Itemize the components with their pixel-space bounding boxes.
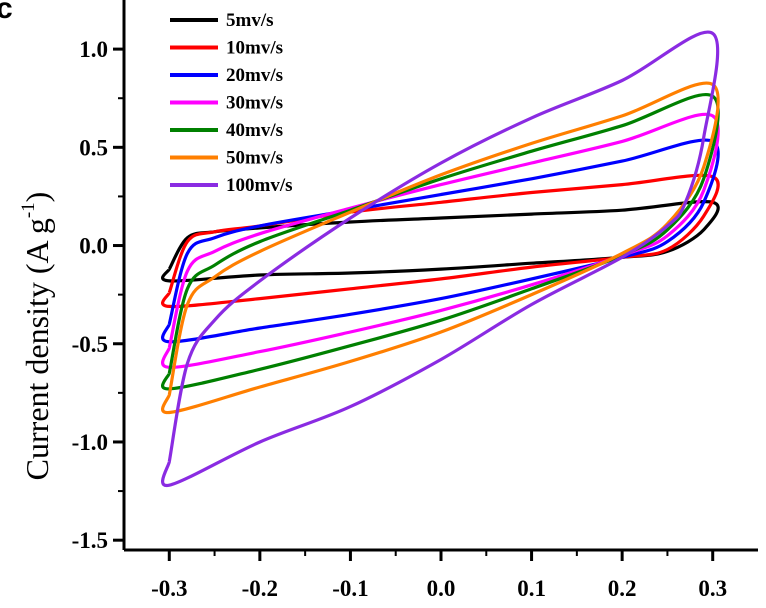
series-line-50mv-s	[161, 81, 720, 415]
y-tick-label: -1.5	[72, 528, 108, 553]
panel-label: c	[0, 0, 13, 25]
y-tick-label: -0.5	[72, 332, 108, 357]
x-tick-label: 0.2	[608, 576, 637, 601]
legend-label: 10mv/s	[226, 38, 283, 59]
x-tick-label: -0.1	[332, 576, 368, 601]
x-tick-label: -0.2	[242, 576, 278, 601]
x-tick-label: 0.1	[517, 576, 546, 601]
series-line-40mv-s	[161, 93, 720, 391]
x-tick-label: 0.0	[427, 576, 456, 601]
y-axis-label-superscript: -1	[18, 202, 39, 218]
legend-label: 40mv/s	[226, 120, 283, 141]
legend: 5mv/s 10mv/s 20mv/s 30mv/s 40mv/s 50mv/s 100mv…	[170, 10, 293, 196]
y-axis: -1.5 -1.0 -0.5 0.0 0.5 1.0	[72, 37, 124, 553]
series-line-30mv-s	[161, 112, 720, 369]
legend-label: 20mv/s	[226, 65, 283, 86]
legend-label: 50mv/s	[226, 148, 283, 169]
y-axis-label-text: Current density (A g	[19, 218, 55, 480]
x-tick-label: 0.3	[698, 576, 727, 601]
legend-label: 30mv/s	[226, 93, 283, 114]
series-layer	[161, 30, 720, 487]
legend-label: 100mv/s	[226, 175, 293, 196]
y-tick-label: 0.0	[79, 234, 108, 259]
y-tick-label: 0.5	[79, 135, 108, 160]
y-tick-label: -1.0	[72, 430, 108, 455]
series-line-100mv-s	[161, 30, 720, 487]
series-line-5mv-s	[161, 200, 720, 283]
x-axis: -0.3 -0.2 -0.1 0.0 0.1 0.2 0.3	[151, 550, 727, 601]
x-tick-label: -0.3	[151, 576, 187, 601]
y-tick-label: 1.0	[79, 37, 108, 62]
legend-label: 5mv/s	[226, 10, 274, 31]
series-line-20mv-s	[161, 138, 720, 344]
y-axis-label-close: )	[19, 192, 55, 203]
y-axis-label: Current density (A g-1)	[18, 192, 55, 481]
